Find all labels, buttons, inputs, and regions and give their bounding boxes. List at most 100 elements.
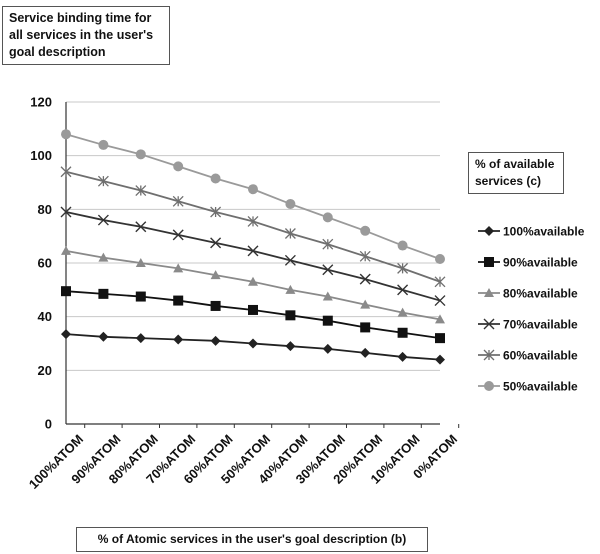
- data-point: [98, 331, 109, 342]
- data-point: [248, 304, 258, 315]
- legend-marker: [484, 257, 494, 267]
- series-60%available: [60, 166, 446, 288]
- data-point: [61, 286, 71, 297]
- data-point: [172, 195, 184, 207]
- data-point: [210, 206, 222, 218]
- series-lines: [60, 129, 446, 365]
- data-point: [248, 184, 258, 195]
- data-point: [97, 175, 109, 187]
- legend-label: 70%available: [503, 318, 578, 332]
- data-point: [322, 238, 334, 250]
- data-point: [284, 228, 296, 239]
- data-point: [285, 341, 296, 352]
- legend-title: % of available services (c): [468, 152, 564, 194]
- legend: 100%available 90%available 80%available 70%…: [478, 225, 585, 394]
- data-point: [98, 252, 109, 262]
- data-point: [360, 299, 371, 309]
- data-point: [210, 173, 221, 184]
- data-point: [135, 185, 147, 197]
- legend-label: 100%available: [503, 225, 585, 239]
- y-tick-label: 100: [30, 148, 52, 163]
- y-tick-label: 20: [38, 363, 52, 378]
- series-90%available: [61, 286, 445, 344]
- data-point: [173, 161, 184, 172]
- data-point: [322, 212, 333, 223]
- y-axis-label: Service binding time for all services in…: [2, 6, 170, 65]
- data-point: [397, 284, 409, 296]
- data-point: [173, 263, 184, 273]
- legend-item: 90%available: [478, 256, 578, 270]
- data-point: [322, 315, 333, 326]
- data-point: [434, 276, 446, 288]
- data-point: [359, 250, 371, 262]
- data-point: [285, 198, 296, 209]
- data-point: [435, 253, 445, 264]
- data-point: [98, 139, 109, 150]
- y-tick-label: 40: [38, 309, 52, 324]
- data-point: [61, 245, 71, 255]
- data-point: [322, 264, 334, 276]
- data-point: [210, 270, 221, 280]
- gridlines: [66, 101, 440, 371]
- data-point: [397, 351, 408, 362]
- data-point: [434, 295, 446, 307]
- data-point: [173, 295, 184, 306]
- legend-label: 60%available: [503, 349, 578, 363]
- data-point: [360, 225, 371, 236]
- data-point: [285, 310, 296, 321]
- data-point: [359, 273, 371, 285]
- x-axis-label: % of Atomic services in the user's goal …: [76, 527, 428, 552]
- series-line: [65, 133, 441, 260]
- data-point: [248, 276, 258, 286]
- legend-label: 90%available: [503, 256, 578, 270]
- data-point: [360, 347, 371, 358]
- series-100%available: [61, 329, 445, 365]
- legend-label: 50%available: [503, 380, 578, 394]
- data-point: [135, 258, 146, 267]
- x-tick-labels: 100%ATOM90%ATOM80%ATOM70%ATOM60%ATOM50%A…: [26, 432, 460, 492]
- legend-marker: [483, 349, 495, 361]
- data-point: [135, 221, 147, 233]
- legend-label: 80%available: [503, 287, 578, 301]
- legend-item: 80%available: [478, 287, 578, 301]
- data-point: [397, 307, 408, 317]
- data-point: [397, 327, 408, 338]
- data-point: [360, 322, 371, 333]
- legend-marker: [483, 318, 495, 330]
- data-point: [135, 333, 146, 344]
- y-tick-label: 120: [30, 95, 52, 110]
- legend-item: 100%available: [478, 225, 585, 239]
- data-point: [247, 245, 259, 257]
- data-point: [284, 254, 296, 266]
- data-point: [285, 284, 296, 294]
- y-tick-label: 80: [38, 202, 52, 217]
- data-point: [247, 215, 259, 227]
- data-point: [397, 240, 408, 251]
- y-tick-labels: 0 20 40 60 80 100 120: [30, 95, 52, 432]
- legend-item: 50%available: [478, 380, 578, 394]
- series-50%available: [61, 129, 445, 264]
- data-point: [435, 354, 445, 365]
- data-point: [322, 343, 333, 354]
- legend-marker: [484, 288, 494, 297]
- data-point: [435, 314, 445, 324]
- data-point: [210, 335, 221, 346]
- data-point: [60, 166, 72, 178]
- series-70%available: [60, 206, 446, 307]
- data-point: [172, 229, 184, 241]
- legend-marker: [484, 381, 494, 391]
- legend-marker: [484, 226, 494, 236]
- data-point: [97, 214, 109, 226]
- data-point: [397, 262, 409, 274]
- legend-item: 70%available: [478, 318, 578, 332]
- data-point: [61, 129, 71, 140]
- y-tick-label: 0: [45, 417, 52, 432]
- data-point: [61, 329, 71, 340]
- data-point: [435, 333, 445, 344]
- data-point: [135, 291, 146, 302]
- data-point: [98, 288, 109, 299]
- data-point: [210, 237, 222, 249]
- series-80%available: [61, 245, 445, 324]
- data-point: [322, 291, 333, 301]
